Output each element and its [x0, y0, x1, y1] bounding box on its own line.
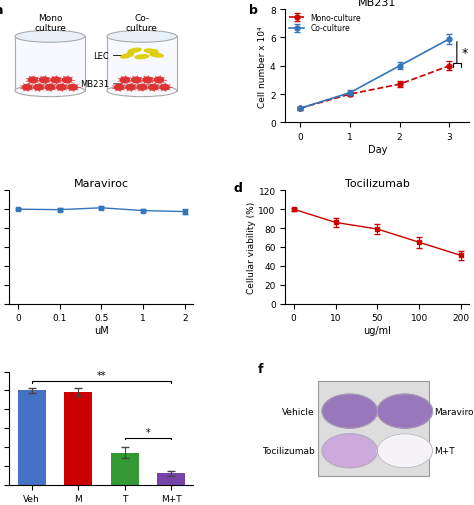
Circle shape [322, 434, 377, 468]
X-axis label: Day: Day [368, 144, 387, 155]
Title: Tocilizumab: Tocilizumab [345, 179, 410, 189]
Circle shape [46, 85, 55, 91]
Circle shape [322, 394, 377, 428]
Ellipse shape [135, 56, 149, 60]
Circle shape [126, 85, 135, 91]
Ellipse shape [15, 85, 85, 97]
Circle shape [149, 85, 158, 91]
Bar [15, 37, 85, 91]
Circle shape [63, 78, 72, 83]
Title: Maraviroc: Maraviroc [74, 179, 129, 189]
Circle shape [132, 78, 141, 83]
Ellipse shape [121, 54, 134, 59]
X-axis label: ug/ml: ug/ml [364, 325, 391, 335]
Ellipse shape [15, 31, 85, 43]
Ellipse shape [107, 85, 177, 97]
Circle shape [40, 78, 49, 83]
Text: *: * [146, 427, 150, 437]
FancyBboxPatch shape [319, 381, 429, 476]
Title: MB231: MB231 [358, 0, 396, 8]
X-axis label: uM: uM [94, 325, 109, 335]
Bar [18, 390, 46, 485]
Bar [111, 453, 138, 485]
Text: **: ** [97, 370, 106, 380]
Bar [107, 37, 177, 91]
Circle shape [28, 78, 37, 83]
Text: b: b [248, 5, 257, 18]
Text: Tocilizumab: Tocilizumab [262, 446, 315, 456]
Circle shape [115, 85, 124, 91]
Circle shape [23, 85, 32, 91]
Text: a: a [0, 5, 3, 18]
Text: Co-
culture: Co- culture [126, 14, 158, 33]
Circle shape [377, 434, 432, 468]
Legend: Mono-culture, Co-culture: Mono-culture, Co-culture [289, 14, 361, 33]
Circle shape [51, 78, 60, 83]
Y-axis label: Cell number x 10⁴: Cell number x 10⁴ [258, 26, 267, 108]
Ellipse shape [150, 54, 164, 58]
Bar [64, 392, 92, 485]
Ellipse shape [128, 49, 141, 54]
Text: LEC: LEC [93, 52, 109, 61]
Ellipse shape [144, 50, 158, 54]
Circle shape [120, 78, 129, 83]
Text: d: d [234, 182, 243, 195]
Text: Mono
culture: Mono culture [34, 14, 66, 33]
Circle shape [68, 85, 77, 91]
Text: f: f [258, 363, 263, 376]
Text: Vehicle: Vehicle [282, 407, 315, 416]
Text: M+T: M+T [434, 446, 455, 456]
Circle shape [137, 85, 146, 91]
Text: *: * [462, 46, 468, 60]
Circle shape [155, 78, 164, 83]
Bar [157, 474, 185, 485]
Circle shape [377, 394, 432, 428]
Circle shape [34, 85, 43, 91]
Text: MB231: MB231 [80, 80, 109, 89]
Circle shape [57, 85, 66, 91]
Y-axis label: Cellular viability (%): Cellular viability (%) [246, 201, 255, 293]
Ellipse shape [107, 31, 177, 43]
Circle shape [160, 85, 169, 91]
Circle shape [143, 78, 152, 83]
Text: Maraviroc: Maraviroc [434, 407, 474, 416]
